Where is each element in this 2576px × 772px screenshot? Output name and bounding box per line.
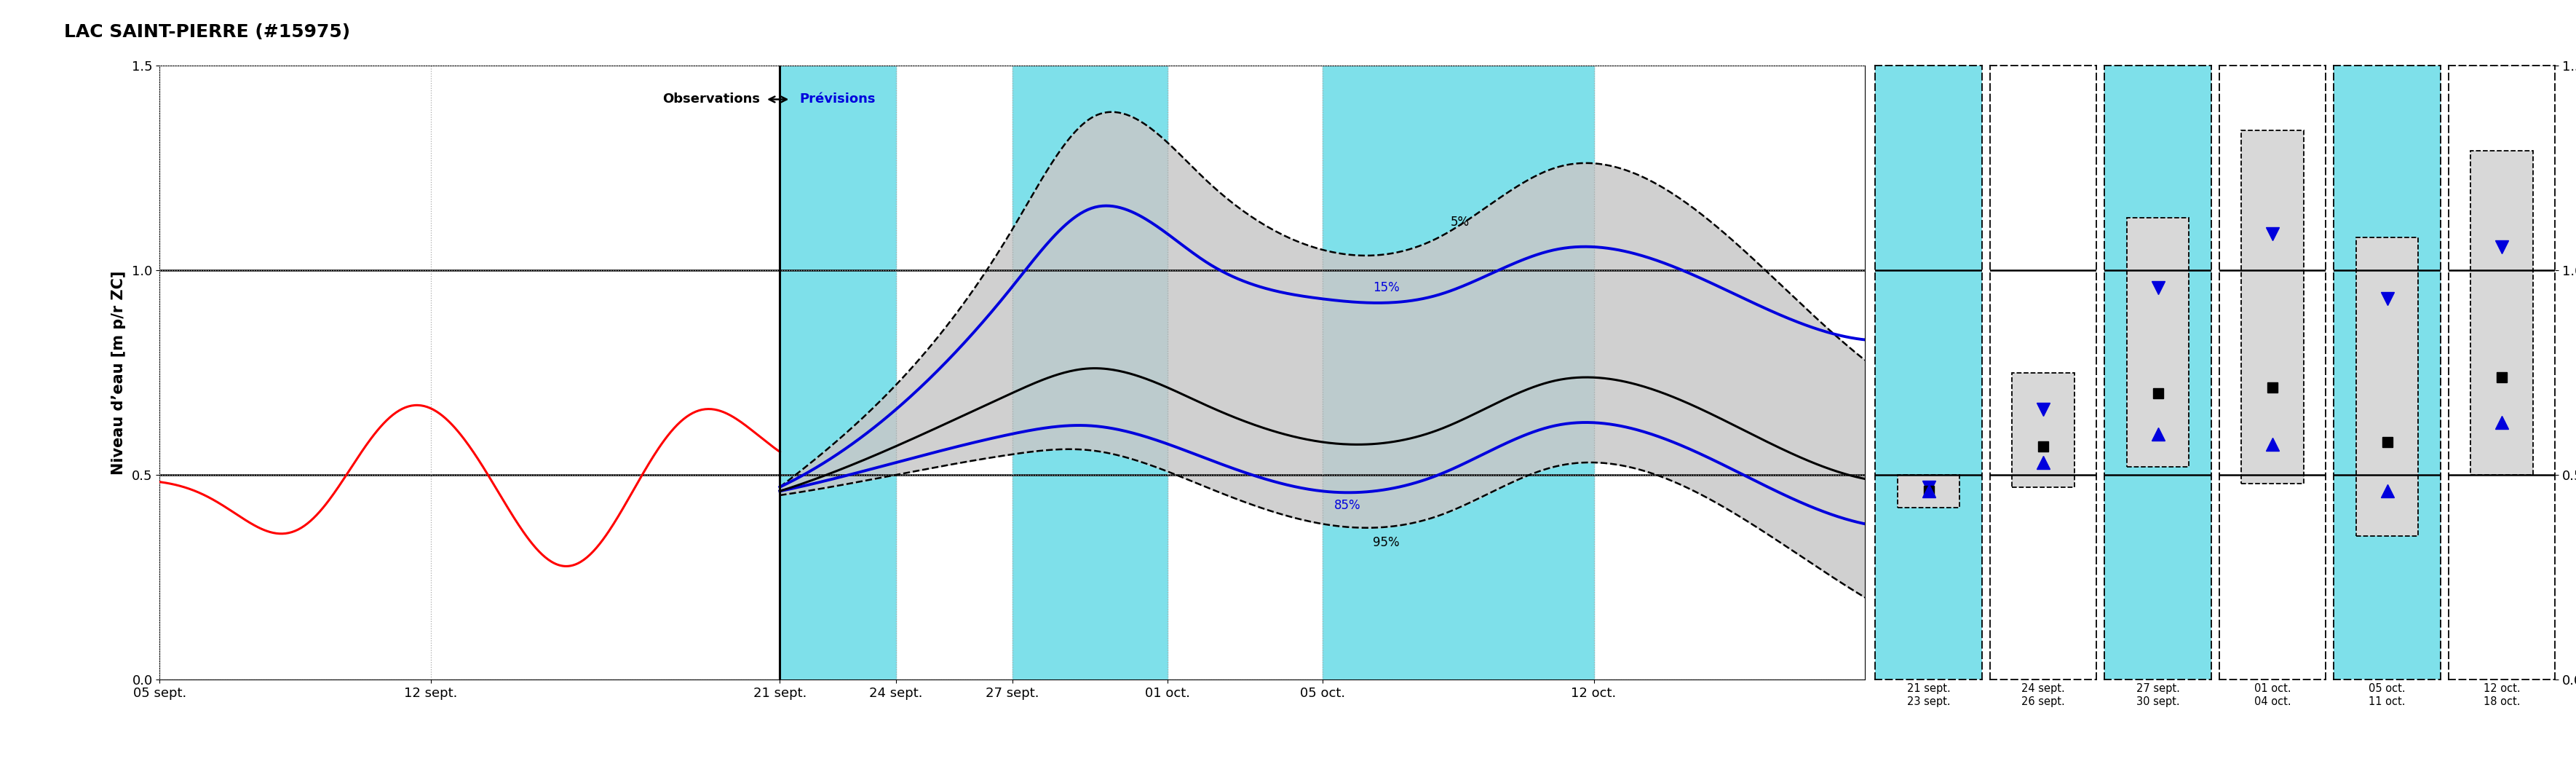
X-axis label: 27 sept.
30 sept.: 27 sept. 30 sept.	[2136, 683, 2179, 707]
Text: LAC SAINT-PIERRE (#15975): LAC SAINT-PIERRE (#15975)	[64, 23, 350, 41]
Bar	[781, 66, 896, 679]
Bar	[1012, 66, 1167, 679]
Bar	[2470, 151, 2532, 475]
Text: Prévisions: Prévisions	[799, 93, 876, 106]
Bar	[2357, 237, 2419, 536]
Y-axis label: Niveau d’eau [m p/r ZC]: Niveau d’eau [m p/r ZC]	[111, 270, 126, 475]
Bar	[2012, 373, 2074, 487]
X-axis label: 12 oct.
18 oct.: 12 oct. 18 oct.	[2483, 683, 2519, 707]
X-axis label: 21 sept.
23 sept.: 21 sept. 23 sept.	[1906, 683, 1950, 707]
Text: Observations: Observations	[662, 93, 760, 106]
Text: 85%: 85%	[1334, 499, 1360, 513]
X-axis label: 24 sept.
26 sept.: 24 sept. 26 sept.	[2022, 683, 2066, 707]
Bar	[2128, 218, 2190, 467]
Text: 15%: 15%	[1373, 281, 1399, 294]
Bar	[1321, 66, 1595, 679]
Text: 5%: 5%	[1450, 216, 1468, 229]
X-axis label: 05 oct.
11 oct.: 05 oct. 11 oct.	[2370, 683, 2406, 707]
Bar	[2241, 130, 2303, 484]
Bar	[1899, 475, 1960, 507]
Text: 95%: 95%	[1373, 536, 1399, 549]
X-axis label: 01 oct.
04 oct.: 01 oct. 04 oct.	[2254, 683, 2290, 707]
